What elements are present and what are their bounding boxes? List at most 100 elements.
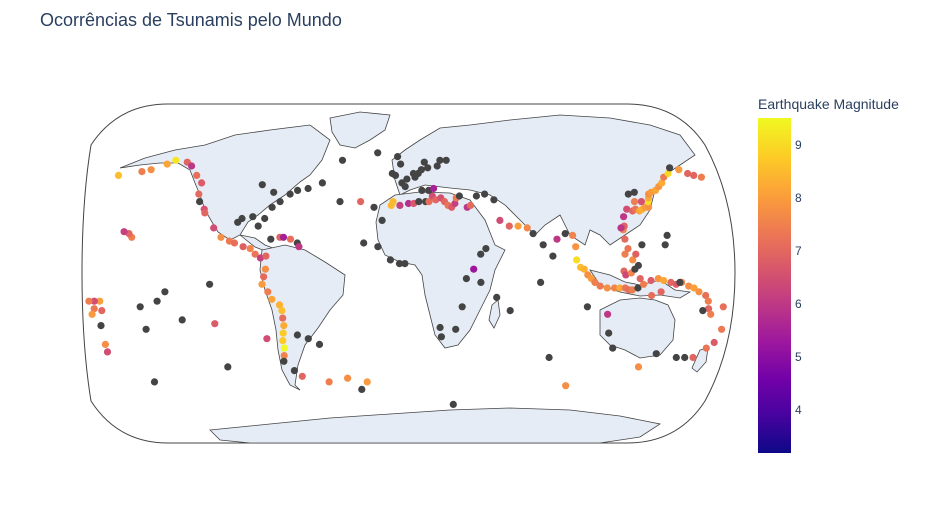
tsunami-point[interactable] [580, 265, 588, 273]
tsunami-point[interactable] [370, 203, 378, 211]
tsunami-point[interactable] [420, 158, 428, 166]
tsunami-point[interactable] [442, 156, 450, 164]
tsunami-point[interactable] [617, 224, 625, 232]
tsunami-point[interactable] [630, 198, 639, 206]
tsunami-point[interactable] [661, 241, 669, 249]
tsunami-point[interactable] [690, 171, 698, 179]
tsunami-point[interactable] [286, 190, 294, 198]
tsunami-point[interactable] [391, 171, 400, 179]
tsunami-point[interactable] [664, 169, 672, 178]
tsunami-point[interactable] [482, 245, 490, 253]
tsunami-point[interactable] [188, 162, 196, 170]
tsunami-point[interactable] [88, 310, 96, 318]
tsunami-point[interactable] [430, 184, 438, 193]
tsunami-point[interactable] [378, 216, 386, 224]
tsunami-point[interactable] [280, 322, 288, 330]
tsunami-point[interactable] [652, 350, 660, 358]
tsunami-point[interactable] [433, 162, 441, 170]
tsunami-point[interactable] [505, 222, 513, 230]
tsunami-point[interactable] [262, 252, 270, 260]
tsunami-point[interactable] [553, 235, 561, 243]
tsunami-point[interactable] [418, 186, 426, 194]
tsunami-point[interactable] [637, 198, 646, 206]
tsunami-point[interactable] [374, 243, 382, 251]
tsunami-point[interactable] [719, 303, 727, 311]
tsunami-point[interactable] [178, 316, 186, 324]
tsunami-point[interactable] [545, 353, 553, 362]
tsunami-point[interactable] [249, 213, 257, 221]
tsunami-point[interactable] [605, 329, 613, 337]
tsunami-point[interactable] [493, 293, 501, 301]
tsunami-point[interactable] [325, 378, 333, 386]
tsunami-point[interactable] [529, 230, 537, 238]
tsunami-point[interactable] [424, 164, 432, 172]
tsunami-point[interactable] [264, 288, 272, 296]
tsunami-point[interactable] [280, 344, 288, 352]
tsunami-point[interactable] [275, 301, 284, 309]
tsunami-point[interactable] [279, 329, 287, 337]
tsunami-point[interactable] [153, 297, 161, 305]
tsunami-point[interactable] [206, 280, 214, 288]
tsunami-point[interactable] [622, 271, 630, 279]
tsunami-point[interactable] [142, 325, 150, 333]
tsunami-point[interactable] [268, 203, 276, 211]
tsunami-point[interactable] [295, 243, 303, 251]
tsunami-point[interactable] [449, 400, 457, 408]
tsunami-point[interactable] [193, 171, 201, 179]
tsunami-point[interactable] [657, 288, 665, 296]
tsunami-point[interactable] [138, 168, 146, 176]
tsunami-point[interactable] [695, 288, 703, 296]
tsunami-point[interactable] [96, 297, 104, 305]
tsunami-point[interactable] [523, 224, 531, 232]
tsunami-point[interactable] [624, 245, 632, 253]
tsunami-point[interactable] [397, 160, 405, 168]
tsunami-point[interactable] [401, 260, 409, 268]
tsunami-point[interactable] [481, 190, 489, 198]
tsunami-point[interactable] [634, 363, 643, 371]
tsunami-point[interactable] [261, 265, 269, 273]
tsunami-point[interactable] [506, 307, 514, 315]
tsunami-point[interactable] [458, 303, 466, 311]
tsunami-point[interactable] [704, 297, 712, 305]
tsunami-point[interactable] [260, 273, 268, 281]
tsunami-point[interactable] [150, 378, 159, 386]
tsunami-point[interactable] [230, 239, 239, 247]
tsunami-point[interactable] [415, 198, 423, 206]
tsunami-point[interactable] [676, 278, 684, 286]
tsunami-point[interactable] [689, 353, 697, 362]
tsunami-point[interactable] [270, 188, 278, 196]
tsunami-point[interactable] [636, 275, 644, 283]
tsunami-point[interactable] [217, 233, 225, 241]
tsunami-point[interactable] [638, 241, 646, 249]
tsunami-point[interactable] [358, 385, 366, 393]
tsunami-point[interactable] [246, 245, 254, 253]
tsunami-point[interactable] [161, 288, 169, 296]
tsunami-point[interactable] [239, 243, 247, 251]
tsunami-point[interactable] [666, 164, 674, 172]
tsunami-point[interactable] [85, 297, 93, 305]
tsunami-point[interactable] [634, 284, 642, 292]
tsunami-point[interactable] [172, 156, 180, 164]
tsunami-point[interactable] [630, 188, 638, 196]
tsunami-point[interactable] [632, 250, 640, 258]
tsunami-point[interactable] [403, 175, 411, 183]
tsunami-point[interactable] [629, 256, 637, 264]
tsunami-point[interactable] [276, 198, 284, 206]
tsunami-point[interactable] [477, 250, 485, 258]
tsunami-point[interactable] [452, 325, 460, 333]
tsunami-point[interactable] [338, 156, 347, 164]
tsunami-point[interactable] [624, 190, 632, 198]
tsunami-point[interactable] [163, 160, 171, 168]
tsunami-point[interactable] [290, 367, 298, 375]
tsunami-point[interactable] [436, 156, 444, 164]
tsunami-point[interactable] [648, 291, 656, 300]
tsunami-point[interactable] [681, 353, 689, 362]
tsunami-point[interactable] [114, 171, 123, 179]
tsunami-point[interactable] [549, 252, 557, 260]
tsunami-point[interactable] [690, 284, 698, 292]
tsunami-point[interactable] [472, 192, 480, 200]
tsunami-point[interactable] [537, 278, 545, 286]
tsunami-point[interactable] [610, 284, 619, 292]
tsunami-point[interactable] [697, 173, 706, 181]
tsunami-point[interactable] [254, 222, 262, 230]
